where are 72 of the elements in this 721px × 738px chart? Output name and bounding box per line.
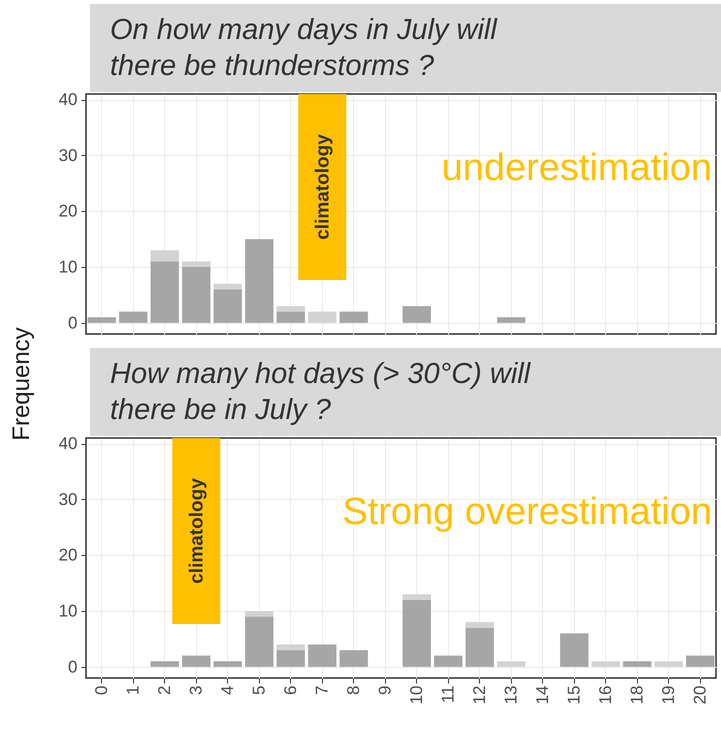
bar <box>119 312 148 323</box>
x-tick-label: 7 <box>312 686 332 695</box>
bar <box>150 250 179 262</box>
bar <box>654 661 683 667</box>
x-tick-label: 12 <box>470 686 489 704</box>
y-tick-label: 20 <box>58 202 78 221</box>
x-tick-label: 19 <box>658 686 678 704</box>
y-tick-label: 0 <box>68 313 78 332</box>
bar <box>245 616 274 667</box>
bar <box>686 656 714 667</box>
bar <box>88 317 116 323</box>
x-tick-label: 11 <box>438 686 458 704</box>
bar <box>214 284 242 290</box>
bar <box>150 261 179 323</box>
bar <box>402 600 431 667</box>
bar <box>182 656 210 667</box>
bar <box>340 312 368 323</box>
x-tick-label: 5 <box>249 686 268 695</box>
x-tick-label: 13 <box>501 686 520 704</box>
bar <box>182 267 210 323</box>
x-tick-label: 18 <box>627 686 646 704</box>
bar <box>497 317 526 323</box>
x-tick-label: 15 <box>564 686 584 704</box>
bar <box>308 644 336 667</box>
y-tick-label: 30 <box>58 146 78 165</box>
x-tick-label: 16 <box>596 686 615 704</box>
y-tick-label: 0 <box>68 657 78 676</box>
bar <box>402 306 431 323</box>
annotation: underestimation <box>442 147 712 189</box>
bar <box>214 661 242 667</box>
y-tick-label: 40 <box>58 434 78 454</box>
bar <box>276 650 305 667</box>
bar <box>466 622 494 628</box>
x-tick-label: 10 <box>406 686 426 704</box>
x-tick-label: 3 <box>186 686 206 695</box>
bar <box>623 661 652 667</box>
y-tick-label: 20 <box>58 546 78 565</box>
bar <box>150 661 179 667</box>
bar <box>340 650 368 667</box>
bar <box>214 289 242 323</box>
bar <box>402 594 431 600</box>
x-tick-label: 0 <box>92 686 111 695</box>
annotation: Strong overestimation <box>342 491 712 533</box>
x-tick-label: 2 <box>154 686 174 695</box>
chart-title: On how many days in July will there be thunderstorms ? <box>90 4 721 92</box>
bar <box>592 661 620 667</box>
bar <box>276 306 305 312</box>
x-tick-label: 9 <box>375 686 394 695</box>
bar <box>182 261 210 268</box>
bar <box>276 644 305 650</box>
x-tick-label: 20 <box>690 686 710 704</box>
bar <box>497 661 526 667</box>
bar <box>434 656 462 667</box>
x-tick-label: 8 <box>344 686 363 695</box>
bar <box>308 312 336 323</box>
y-axis-title: Frequency <box>8 326 36 443</box>
x-tick-label: 1 <box>123 686 142 695</box>
bar <box>245 239 274 323</box>
bar <box>276 312 305 323</box>
bar <box>245 611 274 617</box>
x-tick-label: 6 <box>280 686 300 695</box>
ref-line-label: climatology <box>312 134 334 240</box>
y-tick-label: 30 <box>58 490 78 509</box>
bar <box>466 628 494 667</box>
x-tick-label: 14 <box>532 686 552 704</box>
y-tick-label: 10 <box>58 258 78 277</box>
y-tick-label: 40 <box>58 90 78 110</box>
x-tick-label: 4 <box>218 686 237 695</box>
ref-line-label: climatology <box>186 478 208 584</box>
y-tick-label: 10 <box>58 602 78 621</box>
bar <box>560 633 588 667</box>
chart-title: How many hot days (> 30°C) will there be in July ? <box>90 348 721 436</box>
